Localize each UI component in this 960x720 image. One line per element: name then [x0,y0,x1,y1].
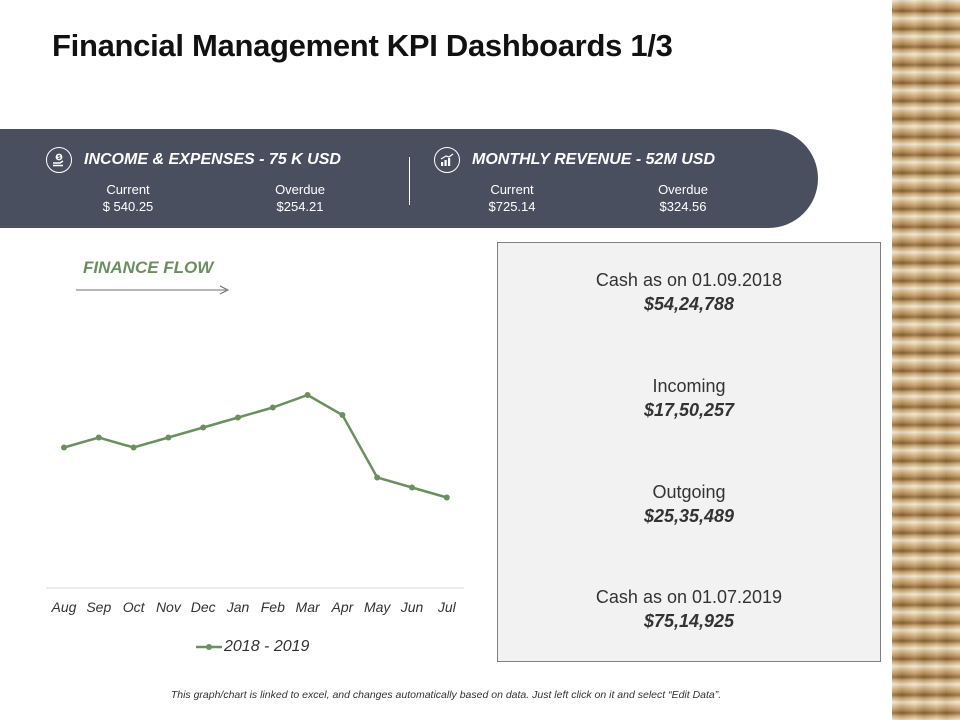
data-point-mar [304,392,311,398]
overdue-label: Overdue [275,182,325,197]
data-point-feb [269,404,276,411]
kpi-divider [409,157,410,205]
series-line-2018-2019 [63,393,448,499]
page-title: Financial Management KPI Dashboards 1/3 [52,28,673,63]
kpi-revenue-header: MONTHLY REVENUE - 52M USD [434,147,715,173]
data-point-jun [409,484,415,491]
x-tick-label-aug: Aug [51,599,77,615]
current-label: Current [106,182,150,197]
kpi-revenue-overdue: Overdue $324.56 [623,181,743,215]
kpi-revenue-title: MONTHLY REVENUE - 52M USD [472,151,715,168]
stat-label: Outgoing [652,482,726,502]
stat-value: $25,35,489 [643,506,735,526]
stat-value: $75,14,925 [643,611,735,631]
x-tick-label-jan: Jan [226,599,250,615]
chart-legend: 2018 - 2019 [196,638,309,656]
x-tick-label-oct: Oct [123,599,146,615]
stat-incoming: Incoming $17,50,257 [498,374,880,422]
x-tick-label-jul: Jul [437,599,457,615]
arrow-right-icon [76,285,230,295]
x-tick-label-nov: Nov [156,599,182,615]
stat-opening-cash: Cash as on 01.09.2018 $54,24,788 [498,268,880,316]
coins-image [892,0,960,720]
data-point-nov [165,434,172,441]
stat-value: $17,50,257 [643,400,735,420]
current-value: $ 540.25 [102,199,154,214]
x-tick-label-dec: Dec [191,599,216,615]
data-point-sep [95,434,102,441]
data-point-oct [130,444,137,451]
legend-line-marker [196,644,222,650]
stat-closing-cash: Cash as on 01.07.2019 $75,14,925 [498,585,880,633]
x-tick-label-sep: Sep [86,599,111,615]
data-point-jan [235,414,241,421]
overdue-value: $254.21 [276,199,324,214]
data-point-jul [443,494,450,501]
overdue-label: Overdue [658,182,708,197]
stat-value: $54,24,788 [643,294,735,314]
svg-text:$: $ [57,155,60,161]
x-tick-label-feb: Feb [261,599,285,615]
kpi-banner: $ INCOME & EXPENSES - 75 K USD Current $… [0,129,818,228]
stat-label: Cash as on 01.07.2019 [595,587,783,607]
legend-label: 2018 - 2019 [224,638,310,655]
kpi-income-current: Current $ 540.25 [68,181,188,215]
overdue-value: $324.56 [659,199,707,214]
x-tick-label-mar: Mar [296,599,321,615]
kpi-income-title: INCOME & EXPENSES - 75 K USD [84,151,341,168]
kpi-income-header: $ INCOME & EXPENSES - 75 K USD [46,147,341,173]
stat-outgoing: Outgoing $25,35,489 [498,480,880,528]
data-point-aug [61,444,67,451]
data-point-apr [339,412,346,418]
data-point-may [374,474,381,481]
x-tick-label-jun: Jun [400,599,424,615]
footer-note: This graph/chart is linked to excel, and… [170,689,722,701]
kpi-income-overdue: Overdue $254.21 [240,181,360,215]
kpi-revenue-current: Current $725.14 [452,181,572,215]
finance-flow-chart: Aug Sep Oct Nov Dec Jan Feb Mar Apr May Jun Jul [46,392,464,615]
data-point-dec [200,424,207,431]
cash-summary-panel: Cash as on 01.09.2018 $54,24,788 Incomin… [497,242,881,662]
x-tick-label-may: May [364,599,391,615]
current-value: $725.14 [488,199,536,214]
money-hand-icon: $ [46,147,72,173]
bar-growth-icon [434,147,460,173]
finance-flow-title: FINANCE FLOW [83,258,214,277]
current-label: Current [490,182,534,197]
stat-label: Incoming [652,376,726,396]
x-tick-label-apr: Apr [331,599,355,615]
stat-label: Cash as on 01.09.2018 [595,270,783,290]
